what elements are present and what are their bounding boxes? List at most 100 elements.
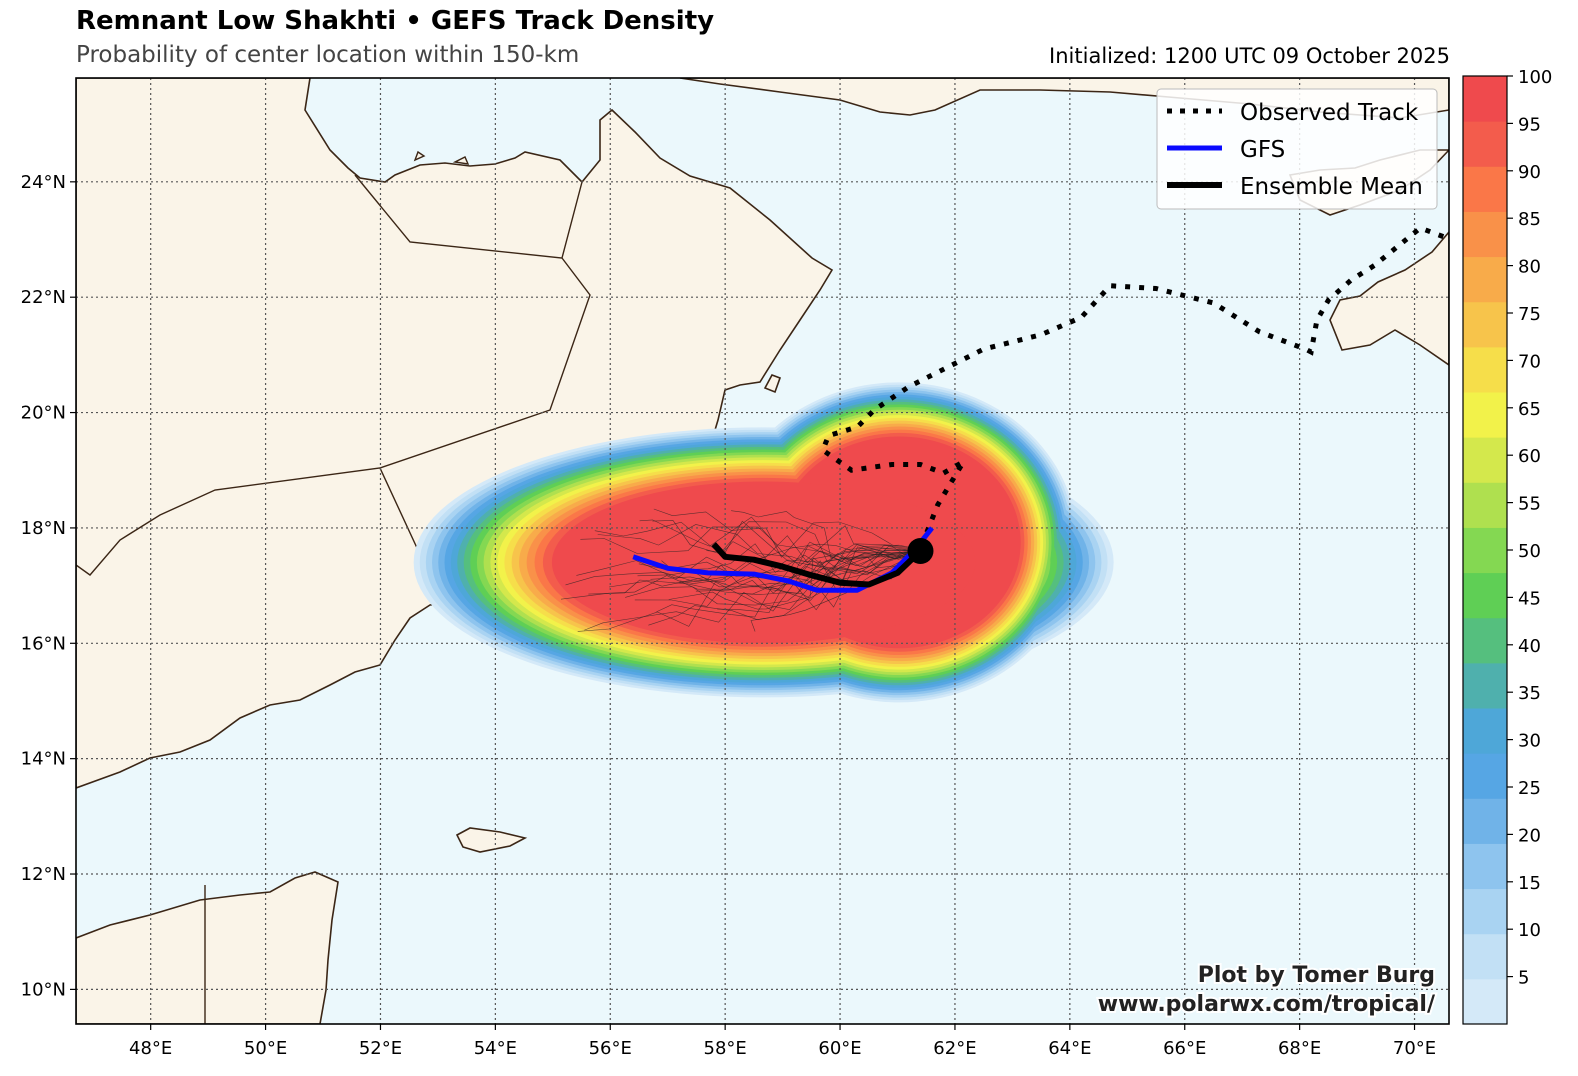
colorbar-band bbox=[1463, 933, 1507, 980]
credit-url: www.polarwx.com/tropical/ bbox=[1098, 992, 1436, 1017]
colorbar-band bbox=[1463, 211, 1507, 258]
lon-tick-label: 60°E bbox=[818, 1038, 861, 1059]
colorbar-tick-label: 25 bbox=[1518, 778, 1541, 799]
colorbar-tick-label: 20 bbox=[1518, 825, 1541, 846]
ensemble-member-track bbox=[594, 520, 923, 567]
ensemble-member-track bbox=[706, 535, 916, 568]
colorbar-tick-label: 35 bbox=[1518, 683, 1541, 704]
ensemble-member-track bbox=[588, 550, 924, 595]
colorbar-tick-label: 70 bbox=[1518, 351, 1541, 372]
colorbar-band bbox=[1463, 978, 1507, 1025]
colorbar-tick-label: 40 bbox=[1518, 636, 1541, 657]
land-socotra bbox=[455, 827, 528, 853]
ensemble-member-track bbox=[731, 510, 919, 559]
ensemble-member-track bbox=[652, 520, 923, 562]
land-gulf-islands bbox=[413, 150, 470, 165]
colorbar-tick-label: 95 bbox=[1518, 114, 1541, 135]
colorbar-tick-label: 60 bbox=[1518, 446, 1541, 467]
colorbar-tick-label: 45 bbox=[1518, 588, 1541, 609]
init-time-label: Initialized: 1200 UTC 09 October 2025 bbox=[1049, 44, 1450, 68]
lon-tick-label: 56°E bbox=[589, 1038, 632, 1059]
lon-tick-label: 50°E bbox=[244, 1038, 287, 1059]
land-somalia bbox=[76, 871, 339, 1024]
colorbar-band bbox=[1463, 888, 1507, 935]
colorbar-tick-label: 5 bbox=[1518, 968, 1529, 989]
chart-subtitle: Probability of center location within 15… bbox=[76, 42, 580, 68]
land-arabia bbox=[76, 78, 834, 789]
ensemble-member-track bbox=[576, 541, 932, 580]
ensemble-member-track bbox=[653, 508, 930, 558]
colorbar-band bbox=[1463, 798, 1507, 844]
colorbar-tick-label: 55 bbox=[1518, 494, 1541, 515]
ensemble-mean-track-line bbox=[711, 542, 923, 588]
ensemble-member-track bbox=[639, 516, 926, 567]
observed-track-line bbox=[819, 225, 1445, 550]
colorbar-band bbox=[1463, 527, 1507, 574]
land-masirah bbox=[763, 374, 782, 394]
colorbar-band bbox=[1463, 662, 1507, 709]
colorbar-band bbox=[1463, 346, 1507, 393]
tracks-layer bbox=[632, 225, 1445, 593]
colorbar-tick-label: 100 bbox=[1518, 67, 1552, 88]
legend-label-observed: Observed Track bbox=[1240, 100, 1419, 126]
ensemble-member-track bbox=[584, 550, 927, 631]
lon-tick-label: 70°E bbox=[1393, 1038, 1436, 1059]
lat-tick-label: 12°N bbox=[21, 864, 66, 885]
lat-tick-label: 22°N bbox=[21, 287, 66, 308]
lat-tick-label: 14°N bbox=[21, 749, 66, 770]
ensemble-member-track bbox=[679, 550, 927, 584]
colorbar-band bbox=[1463, 482, 1507, 528]
colorbar-band bbox=[1463, 256, 1507, 303]
ensemble-member-track bbox=[676, 547, 912, 590]
lon-tick-label: 66°E bbox=[1163, 1038, 1206, 1059]
ensemble-member-track bbox=[560, 549, 921, 600]
colorbar-band bbox=[1463, 572, 1507, 619]
lon-tick-label: 52°E bbox=[359, 1038, 402, 1059]
current-position-marker bbox=[907, 538, 934, 564]
colorbar-band bbox=[1463, 617, 1507, 664]
lon-tick-label: 62°E bbox=[933, 1038, 976, 1059]
colorbar-tick-label: 65 bbox=[1518, 399, 1541, 420]
colorbar-tick-label: 50 bbox=[1518, 541, 1541, 562]
lon-tick-label: 64°E bbox=[1048, 1038, 1091, 1059]
colorbar-tick-label: 80 bbox=[1518, 257, 1541, 278]
ensemble-member-track bbox=[650, 543, 928, 582]
ensemble-member-track bbox=[597, 524, 929, 571]
ensemble-member-track bbox=[695, 550, 910, 594]
colorbar-tick-label: 15 bbox=[1518, 873, 1541, 894]
gfs-track-line bbox=[632, 526, 934, 593]
colorbar-band bbox=[1463, 437, 1507, 483]
colorbar-tick-labels: 5 10 15 20 25 30 35 40 45 50 55 60 65 70 75 80 85 90 95 100 bbox=[1507, 67, 1552, 989]
lat-tick-label: 18°N bbox=[21, 518, 66, 539]
ensemble-member-track bbox=[625, 549, 923, 606]
lat-tick-label: 10°N bbox=[21, 979, 66, 1000]
lat-tick-label: 20°N bbox=[21, 403, 66, 424]
map-area bbox=[75, 77, 1450, 1025]
lon-tick-label: 54°E bbox=[474, 1038, 517, 1059]
lat-tick-label: 16°N bbox=[21, 633, 66, 654]
legend-box bbox=[1156, 88, 1438, 210]
ensemble-member-track bbox=[739, 550, 930, 598]
graticule bbox=[76, 78, 1449, 1024]
colorbar-band bbox=[1463, 753, 1507, 799]
ensemble-member-track bbox=[648, 550, 916, 626]
legend-label-gfs: GFS bbox=[1240, 137, 1285, 163]
colorbar-band bbox=[1463, 166, 1507, 212]
ensemble-member-track bbox=[656, 550, 921, 618]
colorbar-band bbox=[1463, 843, 1507, 890]
map-frame bbox=[75, 77, 1450, 1025]
legend-label-ensemble-mean: Ensemble Mean bbox=[1240, 174, 1423, 200]
colorbar-band bbox=[1463, 301, 1507, 348]
colorbar-tick-label: 30 bbox=[1518, 731, 1541, 752]
colorbar-tick-label: 85 bbox=[1518, 209, 1541, 230]
colorbar-band bbox=[1463, 392, 1507, 438]
credit-author: Plot by Tomer Burg bbox=[1198, 963, 1435, 988]
latitude-tick-labels: 10°N 12°N 14°N 16°N 18°N 20°N 22°N 24°N bbox=[21, 172, 76, 1000]
ensemble-member-track bbox=[668, 549, 920, 610]
chart-title: Remnant Low Shakhti • GEFS Track Density bbox=[76, 6, 715, 36]
colorbar-tick-label: 75 bbox=[1518, 304, 1541, 325]
legend: Observed Track GFS Ensemble Mean bbox=[1156, 88, 1438, 210]
colorbar-tick-label: 90 bbox=[1518, 162, 1541, 183]
colorbar bbox=[1462, 75, 1508, 1025]
